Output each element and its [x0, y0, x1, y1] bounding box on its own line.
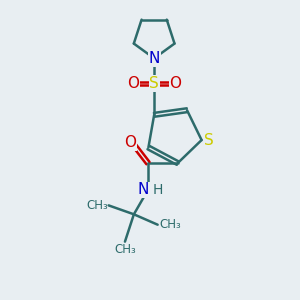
Text: O: O [127, 76, 139, 91]
Text: N: N [148, 51, 160, 66]
Text: CH₃: CH₃ [87, 199, 109, 212]
Text: O: O [169, 76, 181, 91]
Text: S: S [204, 133, 214, 148]
Text: H: H [152, 183, 163, 197]
Text: N: N [138, 182, 149, 197]
Text: CH₃: CH₃ [114, 243, 136, 256]
Text: O: O [124, 135, 136, 150]
Text: CH₃: CH₃ [159, 218, 181, 231]
Text: S: S [149, 76, 159, 91]
